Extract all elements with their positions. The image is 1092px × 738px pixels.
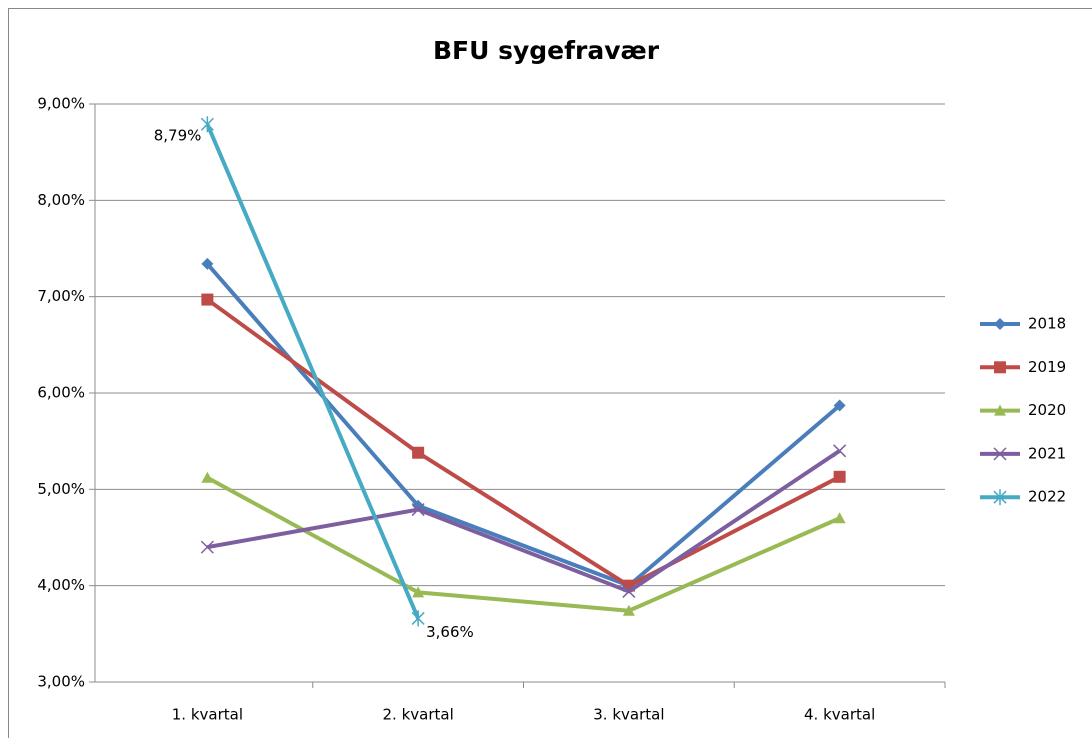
legend-marker [994,318,1006,330]
marker [200,540,214,554]
series-line [206,476,841,613]
legend-marker [993,447,1007,461]
data-label: 8,79% [154,127,202,145]
legend-marker [993,489,1007,506]
series-line [207,449,841,594]
series-line [205,123,420,620]
chart-border [8,8,1092,738]
marker [201,257,214,270]
y-tick-label: 7,00% [37,287,85,305]
y-tick-label: 5,00% [37,480,85,498]
marker [833,512,846,524]
marker [833,399,846,412]
y-tick-label: 3,00% [37,673,85,691]
legend-marker [994,361,1006,374]
chart-title: BFU sygefravær [433,36,660,65]
marker [622,584,636,598]
marker [200,116,214,133]
legend-label: 2022 [1028,488,1066,506]
x-tick-label: 3. kvartal [593,706,664,724]
legend-label: 2018 [1028,315,1066,333]
y-tick-label: 6,00% [37,384,85,402]
x-tick-label: 4. kvartal [804,706,875,724]
data-label: 3,66% [426,623,474,641]
marker [622,604,635,616]
marker [411,503,425,517]
y-tick-label: 9,00% [37,95,85,113]
y-tick-label: 8,00% [37,191,85,209]
legend-label: 2021 [1028,444,1066,462]
marker [412,446,425,459]
x-tick-label: 1. kvartal [172,706,243,724]
x-tick-label: 2. kvartal [383,706,454,724]
marker [201,471,214,483]
marker [411,610,425,627]
legend-marker [994,404,1006,416]
marker [833,470,846,483]
series-line [205,262,841,588]
marker [412,586,425,598]
y-tick-label: 4,00% [37,576,85,594]
legend-label: 2020 [1028,401,1066,419]
legend-label: 2019 [1028,358,1066,376]
marker [833,444,847,458]
marker [201,293,214,306]
